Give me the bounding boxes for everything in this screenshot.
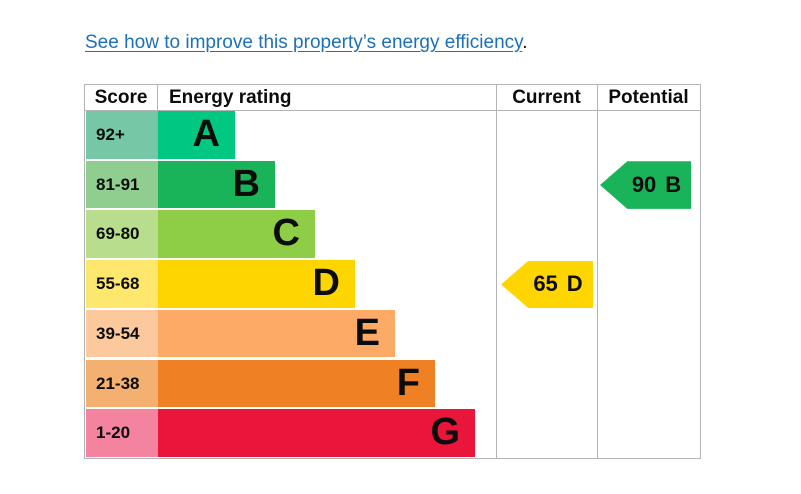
band-bar-g: G <box>158 409 475 457</box>
band-bar-a: A <box>158 111 235 159</box>
potential-rating-arrow: 90 B <box>600 161 691 209</box>
band-bar-c: C <box>158 210 315 259</box>
band-bar-d: D <box>158 260 355 308</box>
column-divider-current <box>496 85 497 458</box>
score-range-d: 55-68 <box>86 260 166 308</box>
current-rating-band: D <box>566 271 583 297</box>
score-range-b: 81-91 <box>86 160 166 209</box>
current-rating-value: 65 <box>533 271 558 297</box>
sentence-period: . <box>522 32 528 53</box>
column-header-energy-rating: Energy rating <box>169 87 292 108</box>
score-range-a: 92+ <box>86 111 166 159</box>
current-rating-arrow: 65 D <box>501 260 593 309</box>
improve-efficiency-sentence: See how to improve this property’s energ… <box>85 30 528 55</box>
header-divider-score <box>157 85 158 111</box>
score-range-g: 1-20 <box>86 409 166 457</box>
column-divider-potential <box>597 85 598 458</box>
band-bar-e: E <box>158 309 395 358</box>
band-bar-b: B <box>158 160 275 209</box>
header-bottom-border <box>85 110 700 111</box>
potential-rating-band: B <box>665 172 682 198</box>
potential-rating-value: 90 <box>631 172 657 198</box>
column-header-current: Current <box>512 87 581 108</box>
improve-efficiency-link[interactable]: See how to improve this property’s energ… <box>85 32 523 53</box>
score-range-f: 21-38 <box>86 359 166 408</box>
score-range-c: 69-80 <box>86 210 166 259</box>
epc-rating-chart: Score Energy rating Current Potential 92… <box>84 84 701 459</box>
score-range-e: 39-54 <box>86 309 166 358</box>
column-header-score: Score <box>94 87 148 108</box>
column-header-potential: Potential <box>608 87 689 108</box>
band-bar-f: F <box>158 359 435 408</box>
